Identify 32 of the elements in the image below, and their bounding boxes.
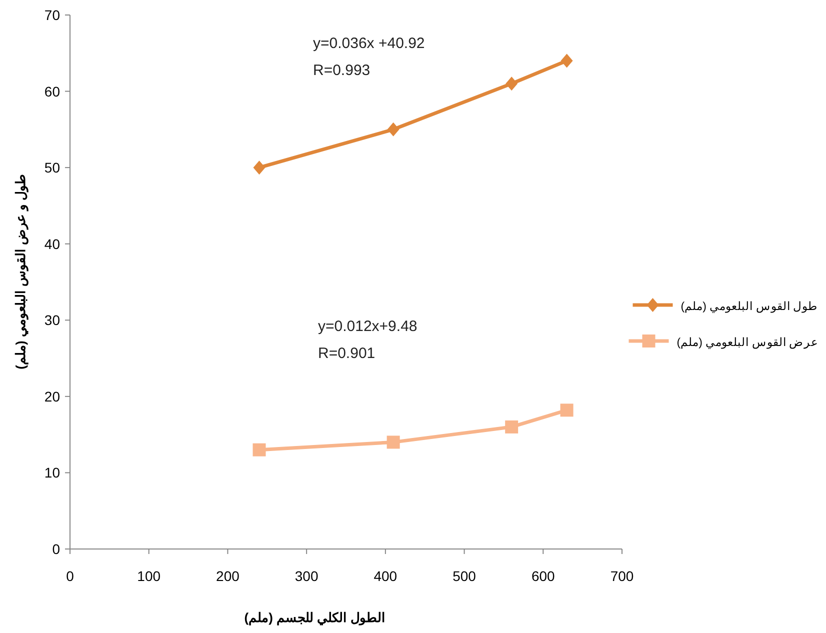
y-tick-label: 20	[44, 388, 60, 404]
y-tick-label: 0	[52, 541, 60, 557]
x-tick-label: 200	[216, 568, 240, 584]
x-tick-label: 500	[452, 568, 476, 584]
y-tick-label: 40	[44, 236, 60, 252]
point	[560, 404, 574, 417]
annotation: y=0.012x+9.48	[318, 318, 418, 335]
y-tick-label: 60	[44, 83, 60, 100]
y-tick-label: 30	[44, 312, 60, 328]
point	[560, 54, 573, 68]
point	[387, 122, 400, 136]
x-tick-label: 700	[610, 568, 634, 584]
x-tick-label: 300	[294, 568, 318, 584]
legend-label: عرض القوس البلعومي (ملم)	[676, 336, 818, 349]
x-tick-label: 600	[531, 568, 556, 584]
y-tick-label: 10	[44, 464, 60, 481]
point	[386, 436, 400, 449]
y-tick-label: 70	[44, 7, 60, 23]
x-axis-title: الطول الكلي للجسم (ملم)	[244, 610, 386, 626]
annotation: R=0.901	[318, 345, 376, 362]
legend-label: طول القوس البلعومي (ملم)	[680, 300, 818, 313]
point	[506, 76, 518, 91]
y-axis-title: طول و عرض القوس البلعومي (ملم)	[13, 174, 29, 370]
y-tick-label: 50	[44, 160, 60, 176]
x-tick-label: 0	[66, 568, 74, 584]
x-tick-label: 400	[374, 568, 398, 584]
point	[253, 160, 266, 175]
x-tick-label: 100	[137, 568, 161, 584]
point	[505, 420, 518, 434]
annotation: y=0.036x +40.92	[313, 35, 425, 52]
point	[252, 443, 266, 456]
annotation: R=0.993	[313, 62, 370, 79]
